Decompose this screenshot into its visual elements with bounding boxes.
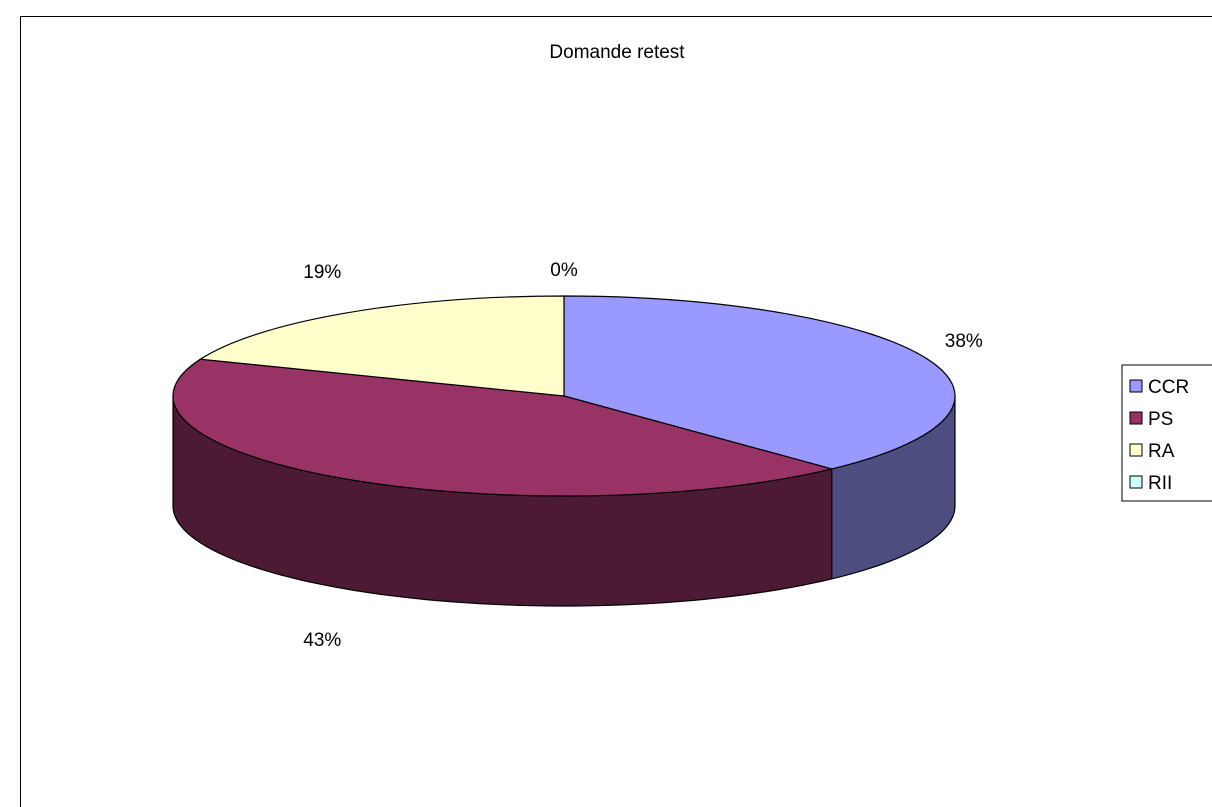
legend-label-ccr: CCR	[1148, 377, 1189, 398]
legend-label-ps: PS	[1148, 409, 1173, 430]
legend: CCR PS RA RII	[1121, 364, 1212, 502]
legend-swatch-ccr	[1129, 379, 1143, 393]
legend-swatch-ps	[1129, 411, 1143, 425]
pie-slice-ccr	[563, 295, 956, 470]
data-label-rii: 0%	[550, 260, 578, 281]
pie-slice-ra	[198, 295, 565, 397]
data-label-ra: 19%	[303, 262, 341, 283]
legend-label-rii: RII	[1148, 473, 1172, 494]
legend-label-ra: RA	[1148, 441, 1175, 462]
legend-swatch-ra	[1129, 443, 1143, 457]
chart-title: Domande retest	[549, 42, 685, 63]
pie-slice-ps	[172, 358, 832, 497]
data-label-ps: 43%	[303, 630, 341, 651]
chart-area	[20, 16, 1212, 807]
legend-swatch-rii	[1129, 475, 1143, 489]
data-label-ccr: 38%	[945, 331, 983, 352]
pie-plot	[172, 295, 956, 607]
data-labels: 38% 43% 19% 0%	[303, 260, 983, 651]
